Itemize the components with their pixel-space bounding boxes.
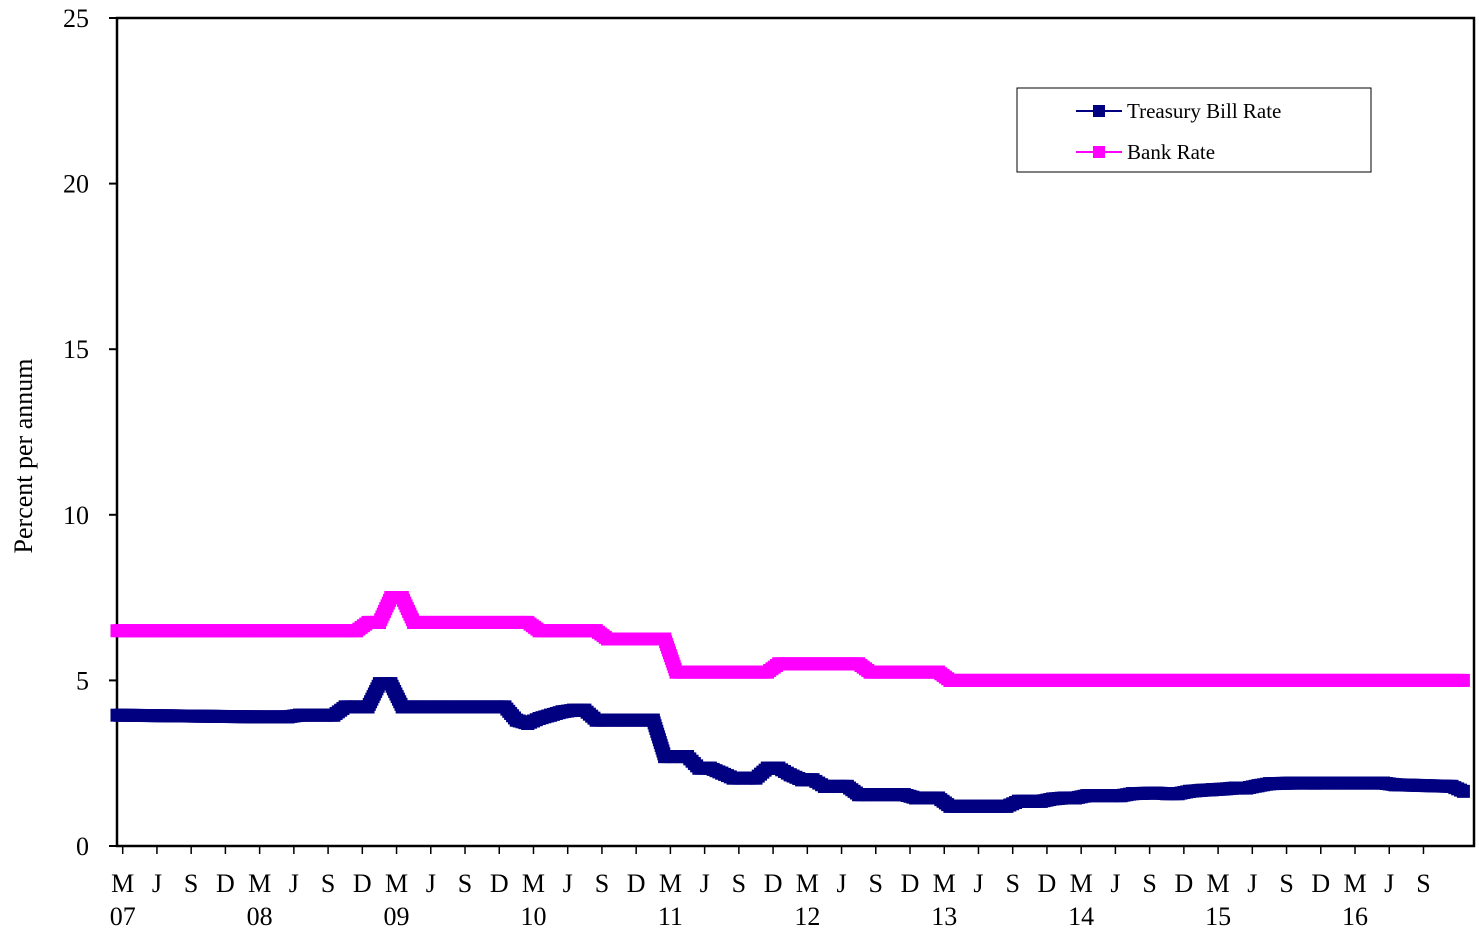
x-tick-label-month: D: [1174, 869, 1193, 898]
x-tick-label-month: M: [659, 869, 682, 898]
y-tick-label-25: 25: [63, 4, 89, 33]
y-tick-label-0: 0: [76, 832, 89, 861]
x-tick-label-month: S: [1416, 869, 1430, 898]
x-tick-label-month: S: [869, 869, 883, 898]
legend-box: [1016, 87, 1372, 173]
x-tick-label-year: 13: [931, 902, 957, 931]
x-tick-label-month: J: [1247, 869, 1257, 898]
x-tick-label-month: M: [933, 869, 956, 898]
series-markers-treasury-bill-rate: [110, 677, 1470, 813]
x-tick-label-month: M: [1207, 869, 1230, 898]
x-tick-label-month: S: [458, 869, 472, 898]
x-tick-label-month: M: [522, 869, 545, 898]
x-axis: M J S D M J S D M J S D M J S D M J S D M J S D M J S D M J S D M J S D M J S0…: [110, 846, 1431, 931]
x-tick-label-year: 08: [247, 902, 273, 931]
y-axis-title: Percent per annum: [9, 359, 38, 554]
y-tick-label-10: 10: [63, 501, 89, 530]
x-tick-label-year: 14: [1068, 902, 1094, 931]
x-tick-label-month: J: [426, 869, 436, 898]
x-tick-label-month: D: [490, 869, 509, 898]
x-tick-label-month: D: [627, 869, 646, 898]
legend-label-bank-rate: Bank Rate: [1127, 140, 1215, 164]
x-tick-label-month: S: [732, 869, 746, 898]
y-tick-label-15: 15: [63, 335, 89, 364]
x-tick-label-year: 12: [794, 902, 820, 931]
x-tick-label-month: D: [764, 869, 783, 898]
legend: Treasury Bill Rate Bank Rate: [1016, 87, 1372, 173]
x-tick-label-month: M: [796, 869, 819, 898]
x-tick-label-month: M: [111, 869, 134, 898]
x-tick-label-month: D: [353, 869, 372, 898]
y-tick-label-5: 5: [76, 666, 89, 695]
series-markers-bank-rate: [110, 591, 1470, 687]
x-tick-label-month: S: [184, 869, 198, 898]
x-tick-label-year: 07: [110, 902, 136, 931]
x-tick-label-month: S: [595, 869, 609, 898]
x-tick-label-month: J: [152, 869, 162, 898]
x-tick-label-year: 11: [658, 902, 683, 931]
x-tick-label-year: 09: [384, 902, 410, 931]
x-tick-label-year: 16: [1342, 902, 1368, 931]
x-tick-label-month: D: [1311, 869, 1330, 898]
legend-marker-bank-rate: [1093, 146, 1105, 158]
x-tick-label-year: 10: [520, 902, 546, 931]
x-tick-label-month: J: [973, 869, 983, 898]
x-tick-label-month: J: [700, 869, 710, 898]
x-tick-label-month: S: [1279, 869, 1293, 898]
x-tick-label-month: J: [289, 869, 299, 898]
x-tick-label-month: S: [1005, 869, 1019, 898]
series-layer: [110, 591, 1470, 813]
x-tick-label-month: M: [1343, 869, 1366, 898]
x-tick-label-month: S: [321, 869, 335, 898]
x-tick-label-month: M: [385, 869, 408, 898]
y-tick-label-20: 20: [63, 170, 89, 199]
x-tick-label-month: D: [216, 869, 235, 898]
y-axis: 0 5 10 15 20 25: [63, 4, 117, 861]
legend-label-treasury-bill-rate: Treasury Bill Rate: [1127, 99, 1281, 123]
data-point-bank-rate: [1456, 673, 1470, 687]
x-tick-label-month: J: [1110, 869, 1120, 898]
x-tick-label-month: M: [1070, 869, 1093, 898]
x-tick-label-month: J: [1384, 869, 1394, 898]
x-tick-label-month: D: [1038, 869, 1057, 898]
legend-marker-treasury-bill-rate: [1093, 105, 1105, 117]
x-tick-label-month: J: [563, 869, 573, 898]
x-tick-label-month: D: [901, 869, 920, 898]
x-tick-label-month: S: [1142, 869, 1156, 898]
x-tick-label-month: J: [836, 869, 846, 898]
x-tick-label-year: 15: [1205, 902, 1231, 931]
x-tick-label-month: M: [248, 869, 271, 898]
data-point-treasury-bill-rate: [1456, 784, 1470, 798]
